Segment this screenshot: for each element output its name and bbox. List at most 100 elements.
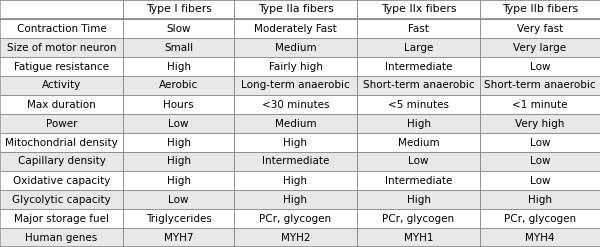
Bar	[480, 171, 600, 190]
Bar	[0, 190, 123, 209]
Bar	[123, 209, 234, 228]
Bar	[357, 0, 480, 19]
Bar	[357, 190, 480, 209]
Text: Hours: Hours	[163, 100, 194, 109]
Text: Triglycerides: Triglycerides	[146, 213, 211, 224]
Bar	[234, 38, 357, 57]
Text: High: High	[167, 176, 191, 185]
Bar	[234, 228, 357, 247]
Text: Glycolytic capacity: Glycolytic capacity	[12, 194, 111, 205]
Bar	[357, 133, 480, 152]
Text: Very fast: Very fast	[517, 23, 563, 34]
Text: Activity: Activity	[42, 81, 81, 90]
Bar	[357, 76, 480, 95]
Bar	[123, 228, 234, 247]
Text: High: High	[407, 119, 431, 128]
Text: Moderately Fast: Moderately Fast	[254, 23, 337, 34]
Text: Type IIa fibers: Type IIa fibers	[257, 4, 334, 15]
Text: Size of motor neuron: Size of motor neuron	[7, 42, 116, 53]
Bar	[123, 57, 234, 76]
Bar	[0, 228, 123, 247]
Text: Fatigue resistance: Fatigue resistance	[14, 62, 109, 71]
Text: Intermediate: Intermediate	[385, 62, 452, 71]
Text: Low: Low	[530, 157, 550, 166]
Text: MYH7: MYH7	[164, 232, 193, 243]
Text: Short-term anaerobic: Short-term anaerobic	[362, 81, 475, 90]
Bar	[123, 95, 234, 114]
Bar	[0, 57, 123, 76]
Bar	[0, 209, 123, 228]
Text: MYH2: MYH2	[281, 232, 310, 243]
Text: Small: Small	[164, 42, 193, 53]
Text: Low: Low	[530, 138, 550, 147]
Text: High: High	[167, 138, 191, 147]
Bar	[234, 57, 357, 76]
Text: Medium: Medium	[275, 42, 316, 53]
Text: Fast: Fast	[408, 23, 429, 34]
Text: Power: Power	[46, 119, 77, 128]
Text: Low: Low	[168, 119, 189, 128]
Bar	[357, 209, 480, 228]
Text: Major storage fuel: Major storage fuel	[14, 213, 109, 224]
Text: High: High	[167, 62, 191, 71]
Bar	[234, 114, 357, 133]
Bar	[234, 19, 357, 38]
Text: Very high: Very high	[515, 119, 565, 128]
Bar	[123, 190, 234, 209]
Text: Slow: Slow	[166, 23, 191, 34]
Bar	[480, 0, 600, 19]
Bar	[480, 95, 600, 114]
Text: High: High	[167, 157, 191, 166]
Bar	[357, 171, 480, 190]
Text: Contraction Time: Contraction Time	[17, 23, 106, 34]
Bar	[0, 114, 123, 133]
Text: Large: Large	[404, 42, 433, 53]
Text: Max duration: Max duration	[27, 100, 96, 109]
Text: <30 minutes: <30 minutes	[262, 100, 329, 109]
Bar	[123, 76, 234, 95]
Bar	[123, 38, 234, 57]
Text: Medium: Medium	[275, 119, 316, 128]
Text: High: High	[284, 194, 308, 205]
Text: High: High	[284, 176, 308, 185]
Text: Aerobic: Aerobic	[159, 81, 198, 90]
Bar	[123, 152, 234, 171]
Bar	[0, 19, 123, 38]
Bar	[0, 95, 123, 114]
Bar	[0, 38, 123, 57]
Bar	[234, 209, 357, 228]
Bar	[480, 133, 600, 152]
Bar	[480, 57, 600, 76]
Text: <5 minutes: <5 minutes	[388, 100, 449, 109]
Text: Very large: Very large	[514, 42, 566, 53]
Bar	[0, 133, 123, 152]
Text: MYH4: MYH4	[525, 232, 555, 243]
Text: Type IIb fibers: Type IIb fibers	[502, 4, 578, 15]
Bar	[480, 76, 600, 95]
Text: Intermediate: Intermediate	[262, 157, 329, 166]
Bar	[480, 152, 600, 171]
Text: PCr, glycogen: PCr, glycogen	[382, 213, 455, 224]
Bar	[123, 171, 234, 190]
Text: Human genes: Human genes	[25, 232, 98, 243]
Bar	[480, 228, 600, 247]
Text: MYH1: MYH1	[404, 232, 433, 243]
Bar	[357, 38, 480, 57]
Bar	[0, 152, 123, 171]
Bar	[357, 114, 480, 133]
Bar	[480, 114, 600, 133]
Text: Type I fibers: Type I fibers	[146, 4, 211, 15]
Bar	[480, 190, 600, 209]
Bar	[357, 152, 480, 171]
Bar	[234, 95, 357, 114]
Text: Fairly high: Fairly high	[269, 62, 322, 71]
Text: High: High	[284, 138, 308, 147]
Bar	[480, 209, 600, 228]
Bar	[0, 171, 123, 190]
Text: PCr, glycogen: PCr, glycogen	[259, 213, 332, 224]
Bar	[234, 190, 357, 209]
Bar	[123, 0, 234, 19]
Bar	[480, 38, 600, 57]
Bar	[357, 95, 480, 114]
Text: Type IIx fibers: Type IIx fibers	[381, 4, 456, 15]
